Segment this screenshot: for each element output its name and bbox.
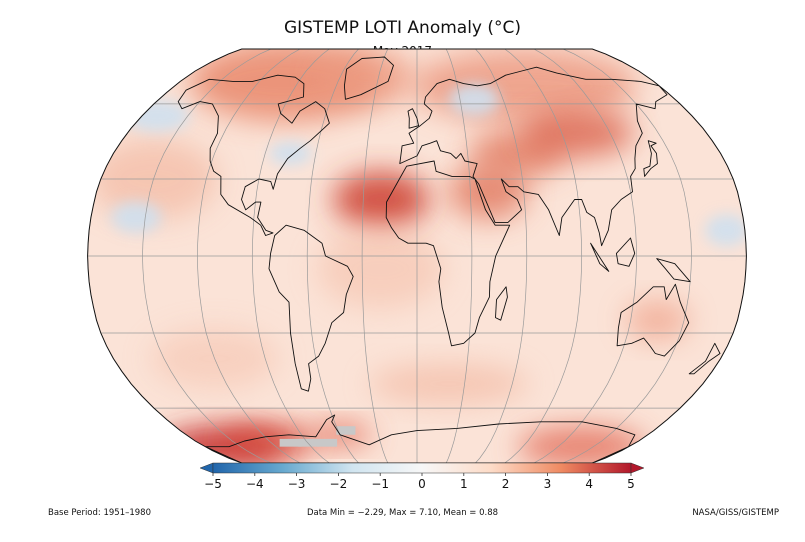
colorbar-tick-label: 0 [418,477,426,491]
graticule [87,49,747,463]
colorbar-min-arrow [199,462,214,474]
borneo-outline [615,237,636,267]
colorbar-tick-label: −1 [371,477,389,491]
colorbar-tick-label: 1 [460,477,468,491]
japan-outline [643,140,658,177]
colorbar: −5 −4 −3 −2 −1 0 1 2 3 4 5 [199,462,645,491]
colorbar-tick-label: 3 [544,477,552,491]
colorbar-tick-label: 5 [627,477,635,491]
greenland-outline [343,56,394,100]
data-stats: Data Min = −2.29, Max = 7.10, Mean = 0.8… [306,508,499,518]
british-isles-outline [407,108,420,129]
eurasia-outline [399,66,668,247]
colorbar-ramp [212,462,632,474]
madagascar-outline [495,286,508,321]
credit: NASA/GISS/GISTEMP [692,508,779,518]
map-title: GISTEMP LOTI Anomaly (°C) [283,18,522,38]
colorbar-tick-label: −5 [204,477,222,491]
north-america-outline [177,74,330,236]
south-america-outline [268,224,354,392]
africa-outline [385,160,511,347]
colorbar-tick-label: −4 [246,477,264,491]
colorbar-tick-label: 2 [502,477,510,491]
continent-outlines [177,56,721,463]
colorbar-tick-label: −2 [330,477,348,491]
colorbar-tick-label: 4 [585,477,593,491]
australia-outline [616,283,690,357]
globe-outline [87,48,747,464]
antarctica-outline [205,414,636,463]
colorbar-max-arrow [630,462,645,474]
colorbar-tick-label: −3 [288,477,306,491]
base-period: Base Period: 1951–1980 [48,508,151,518]
globe [87,48,747,464]
new-zealand-outline [688,342,721,375]
indonesia-outline [590,242,610,272]
new-guinea-outline [656,258,691,283]
